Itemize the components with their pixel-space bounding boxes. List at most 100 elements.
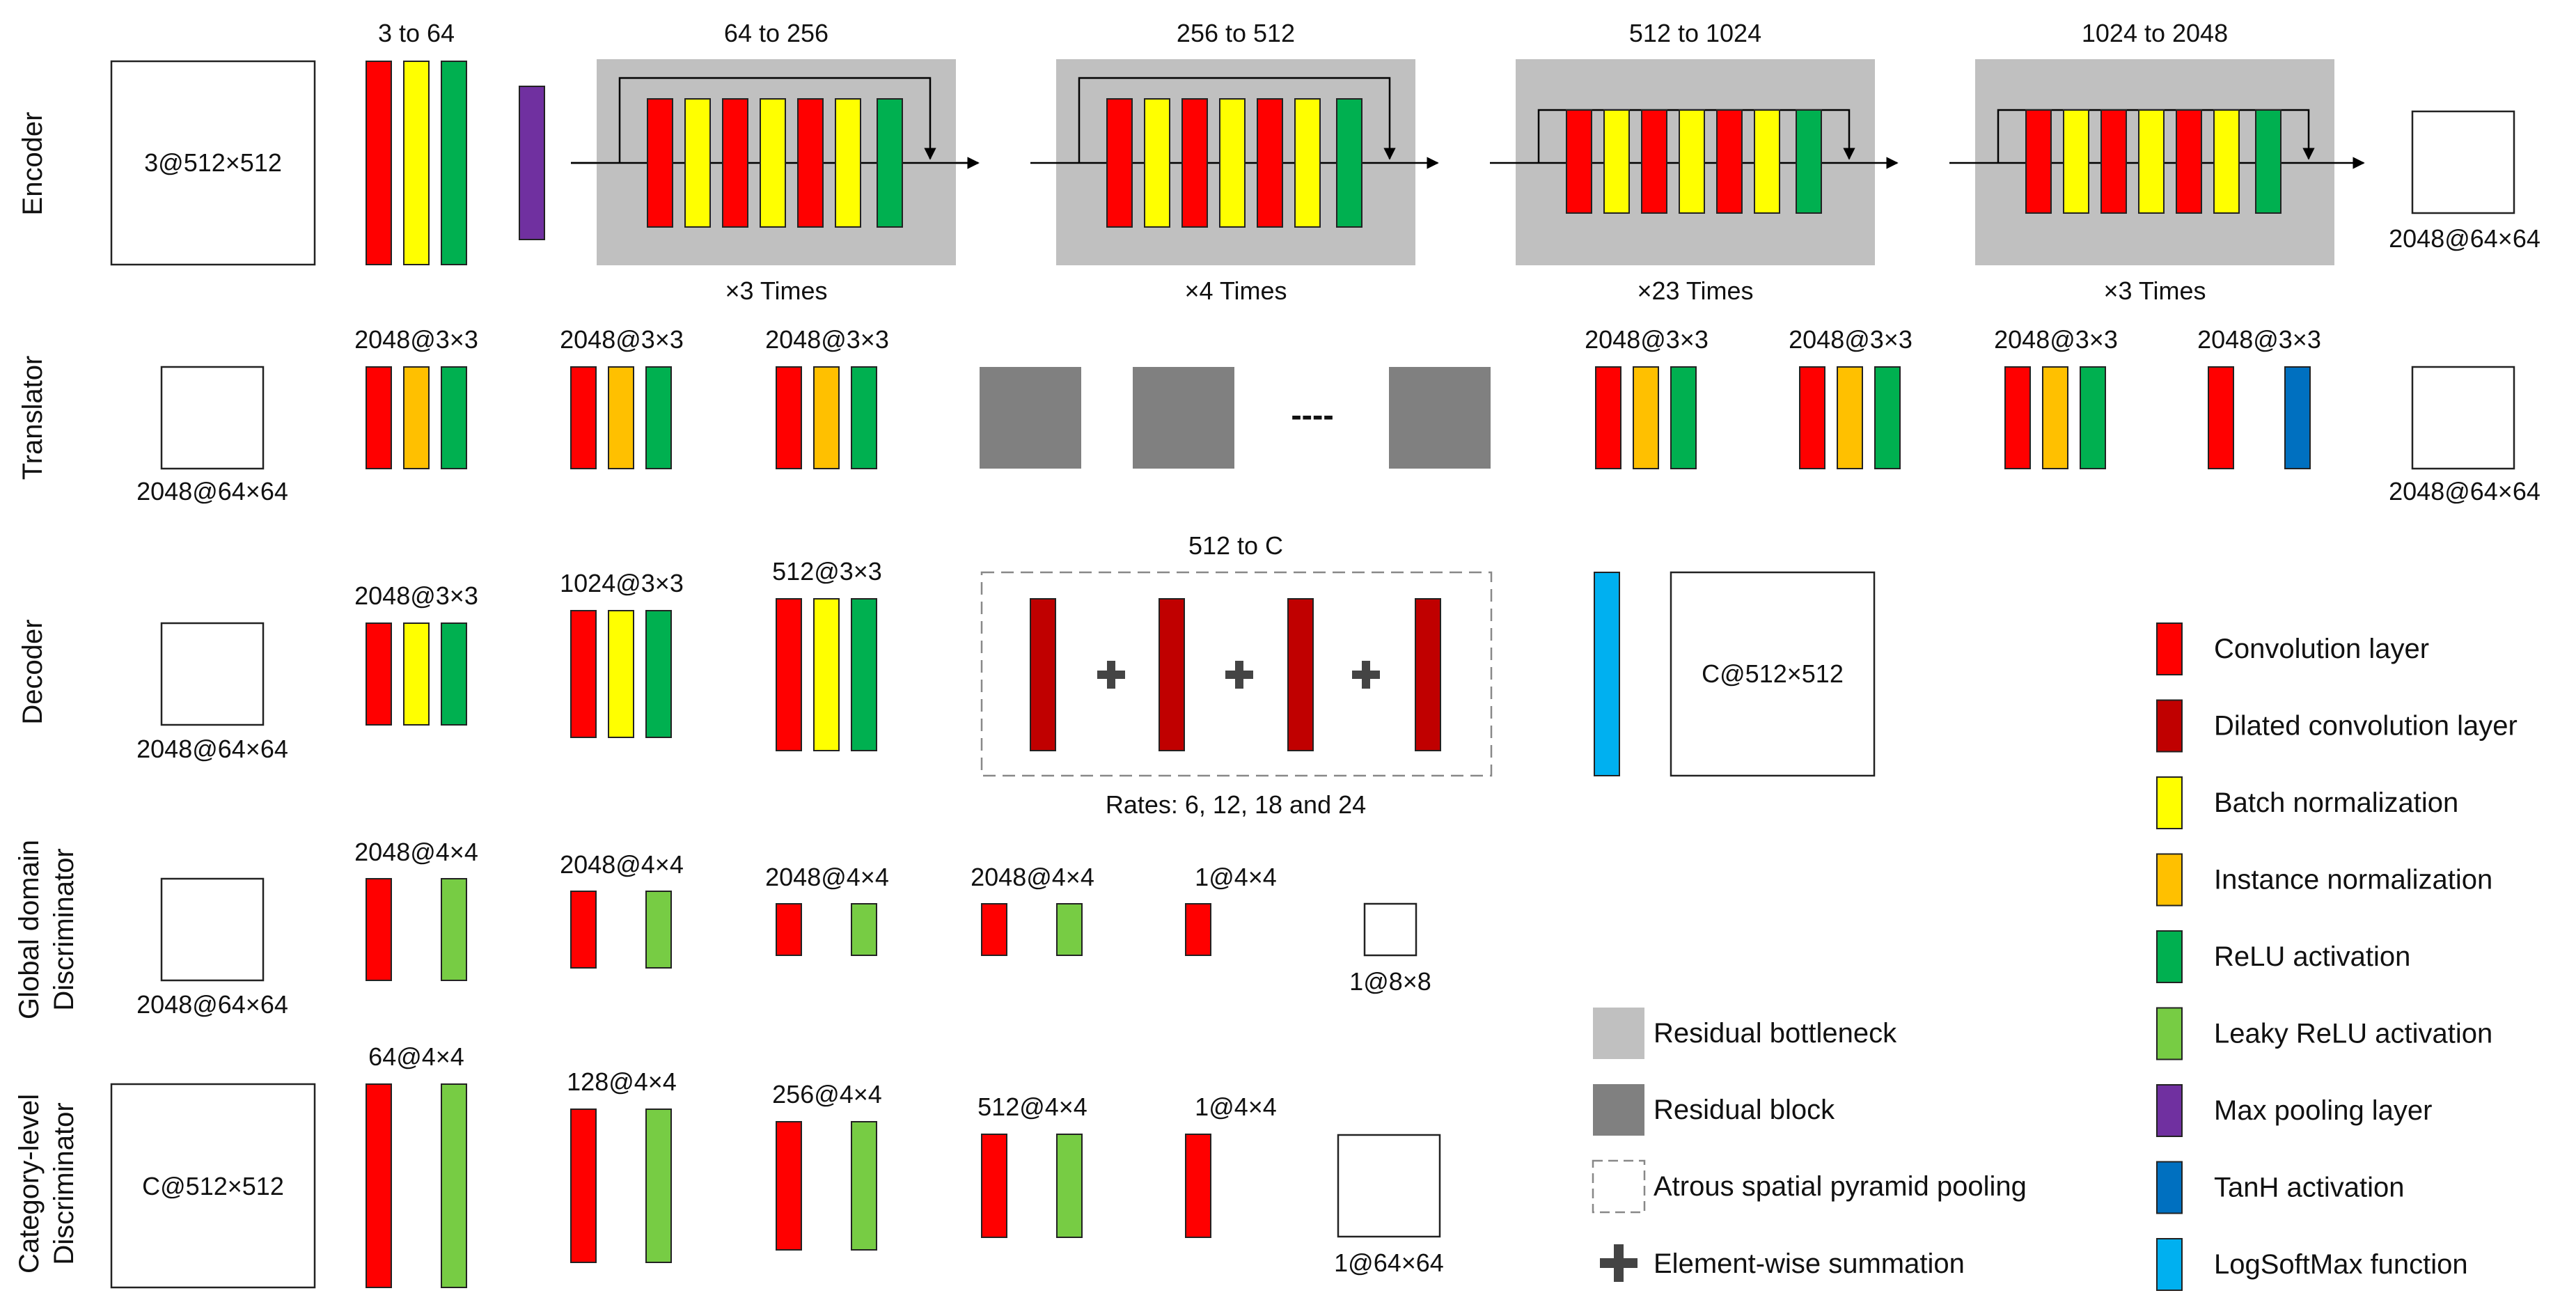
relu-layer bbox=[1670, 366, 1697, 469]
conv-layer bbox=[1716, 109, 1743, 214]
decoder-block-label: 512@3×3 bbox=[772, 557, 882, 586]
legend-swatch-relu bbox=[2156, 930, 2183, 983]
batch-norm-layer bbox=[2138, 109, 2165, 214]
category-block-label: 64@4×4 bbox=[368, 1042, 464, 1071]
encoder-row: 3@512×512 3 to 64 64 to 256 ×3 Times 256… bbox=[110, 19, 2540, 305]
encoder-input-box bbox=[110, 60, 316, 266]
legend-label-leaky: Leaky ReLU activation bbox=[2214, 1019, 2492, 1049]
relu-layer bbox=[851, 598, 877, 751]
batch-norm-layer bbox=[2063, 109, 2089, 214]
global-block-label: 2048@4×4 bbox=[971, 863, 1094, 891]
translator-block-1: 2048@3×3 bbox=[354, 325, 478, 469]
conv-layer bbox=[1181, 98, 1208, 228]
relu-layer bbox=[441, 622, 467, 726]
legend-shapes: Residual bottleneck Residual block Atrou… bbox=[1592, 1008, 2027, 1282]
legend-swatch-dilated bbox=[2156, 699, 2183, 753]
conv-layer bbox=[2208, 366, 2234, 469]
conv-layer bbox=[1106, 98, 1133, 228]
category-output-box bbox=[1337, 1134, 1441, 1238]
batch-norm-layer bbox=[1219, 98, 1246, 228]
stage-2-times-label: ×4 Times bbox=[1184, 276, 1287, 305]
encoder-stage-1: 64 to 256 ×3 Times bbox=[571, 19, 980, 305]
conv-layer bbox=[570, 610, 597, 738]
legend-label-instance: Instance normalization bbox=[2214, 865, 2492, 895]
conv-layer bbox=[797, 98, 824, 228]
relu-layer bbox=[2255, 109, 2282, 214]
aspp-rates: Rates: 6, 12, 18 and 24 bbox=[1106, 790, 1366, 819]
legend-label-summation: Element-wise summation bbox=[1654, 1248, 1965, 1279]
stage-3-times-label: ×23 Times bbox=[1637, 276, 1753, 305]
batch-norm-layer bbox=[1679, 109, 1705, 214]
legend-swatch-residual-bottleneck bbox=[1593, 1008, 1644, 1059]
translator-block-3: 2048@3×3 bbox=[765, 325, 889, 469]
legend-swatch-instance bbox=[2156, 853, 2183, 907]
instance-norm-layer bbox=[813, 366, 840, 469]
instance-norm-layer bbox=[2042, 366, 2068, 469]
translator-block-label: 2048@3×3 bbox=[560, 325, 684, 354]
dilated-conv-layer bbox=[1415, 598, 1441, 751]
global-block-label: 1@4×4 bbox=[1195, 863, 1277, 891]
translator-input-box bbox=[160, 366, 265, 470]
legend-label-conv: Convolution layer bbox=[2214, 634, 2429, 664]
translator-output-label: 2048@64×64 bbox=[2389, 477, 2540, 506]
legend-label-aspp: Atrous spatial pyramid pooling bbox=[1654, 1171, 2027, 1202]
legend-label-tanh: TanH activation bbox=[2214, 1173, 2404, 1203]
relu-layer bbox=[851, 366, 877, 469]
translator-block-label: 2048@3×3 bbox=[765, 325, 889, 354]
leaky-relu-layer bbox=[851, 903, 877, 956]
translator-block-label: 2048@3×3 bbox=[1994, 325, 2118, 354]
stage-1-channel-label: 64 to 256 bbox=[724, 19, 828, 47]
batch-norm-layer bbox=[608, 610, 634, 738]
row-title-category-1: Category-level bbox=[14, 1094, 45, 1274]
category-input-box bbox=[110, 1083, 316, 1289]
decoder-output-box bbox=[1670, 571, 1876, 777]
relu-layer bbox=[1336, 98, 1362, 228]
decoder-block-label: 2048@3×3 bbox=[354, 581, 478, 610]
conv-layer bbox=[1257, 98, 1283, 228]
global-block-label: 2048@4×4 bbox=[560, 850, 684, 879]
leaky-relu-layer bbox=[1056, 1134, 1083, 1238]
conv-layer bbox=[366, 1083, 392, 1288]
legend-swatch-batch bbox=[2156, 776, 2183, 829]
conv-layer bbox=[776, 1121, 802, 1251]
instance-norm-layer bbox=[1633, 366, 1659, 469]
encoder-input-label: 3@512×512 bbox=[144, 148, 282, 177]
legend-swatch-conv bbox=[2156, 622, 2183, 675]
conv-layer bbox=[1641, 109, 1667, 214]
conv-layer bbox=[2100, 109, 2127, 214]
encoder-stage-4: 1024 to 2048 ×3 Times bbox=[1949, 19, 2365, 305]
translator-block-4: 2048@3×3 bbox=[1585, 325, 1709, 469]
row-title-encoder: Encoder bbox=[17, 112, 48, 216]
relu-layer bbox=[645, 610, 672, 738]
instance-norm-layer bbox=[403, 366, 430, 469]
conv-layer bbox=[366, 622, 392, 726]
encoder-output-box bbox=[2411, 110, 2515, 214]
dilated-conv-layer bbox=[1030, 598, 1056, 751]
relu-layer bbox=[1796, 109, 1822, 214]
conv-layer bbox=[776, 366, 802, 469]
leaky-relu-layer bbox=[441, 1083, 467, 1288]
stage-2-channel-label: 256 to 512 bbox=[1177, 19, 1295, 47]
conv-layer bbox=[647, 98, 673, 228]
row-title-global-2: Discriminator bbox=[49, 848, 79, 1010]
legend-swatch-logsoftmax bbox=[2156, 1238, 2183, 1291]
decoder-block-3: 512@3×3 bbox=[772, 557, 882, 751]
batch-norm-layer bbox=[2213, 109, 2240, 214]
legend-label-batch: Batch normalization bbox=[2214, 788, 2458, 818]
relu-layer bbox=[441, 61, 467, 265]
leaky-relu-layer bbox=[645, 1109, 672, 1263]
leaky-relu-layer bbox=[645, 891, 672, 969]
encoder-stage-3: 512 to 1024 ×23 Times bbox=[1490, 19, 1899, 305]
conv-layer bbox=[981, 1134, 1007, 1238]
batch-norm-layer bbox=[813, 598, 840, 751]
legend-swatch-tanh bbox=[2156, 1161, 2183, 1214]
conv-layer bbox=[1185, 903, 1211, 956]
legend-label-residual-bottleneck: Residual bottleneck bbox=[1654, 1018, 1897, 1049]
decoder-input-box bbox=[160, 622, 265, 726]
conv-layer bbox=[1799, 366, 1825, 469]
global-block-label: 2048@4×4 bbox=[354, 838, 478, 866]
relu-layer bbox=[1874, 366, 1901, 469]
translator-dots: ---- bbox=[1291, 397, 1333, 433]
translator-block-2: 2048@3×3 bbox=[560, 325, 684, 469]
category-output-label: 1@64×64 bbox=[1334, 1248, 1444, 1277]
